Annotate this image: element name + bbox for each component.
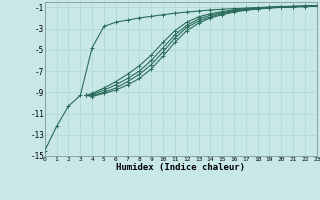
X-axis label: Humidex (Indice chaleur): Humidex (Indice chaleur) [116, 163, 245, 172]
